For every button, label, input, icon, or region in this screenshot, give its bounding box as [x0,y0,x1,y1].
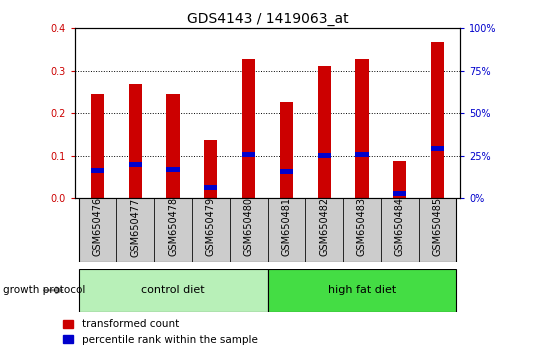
Bar [242,152,255,156]
Text: GSM650478: GSM650478 [168,197,178,257]
Bar [166,94,180,198]
Text: growth protocol: growth protocol [3,285,85,295]
Bar [355,59,369,198]
Bar [318,153,331,158]
Bar [129,162,142,167]
Bar [418,198,456,262]
Text: GSM650483: GSM650483 [357,198,367,256]
Bar [79,198,117,262]
Text: GSM650476: GSM650476 [93,197,103,257]
Bar [204,185,217,190]
Bar [129,84,142,198]
Bar [280,102,293,198]
Bar [393,161,406,198]
Bar [268,198,305,262]
Title: GDS4143 / 1419063_at: GDS4143 / 1419063_at [187,12,348,26]
Text: GSM650485: GSM650485 [432,197,442,257]
Text: control diet: control diet [141,285,205,295]
Bar [154,198,192,262]
Bar [280,169,293,175]
Bar [204,139,217,198]
Text: GSM650482: GSM650482 [319,197,329,257]
Bar [192,198,230,262]
Text: GSM650480: GSM650480 [243,198,254,256]
Bar [79,269,268,312]
Bar [268,269,456,312]
Text: high fat diet: high fat diet [328,285,396,295]
Bar [117,198,154,262]
Text: GSM650481: GSM650481 [281,198,292,256]
Bar [230,198,268,262]
Text: GSM650479: GSM650479 [206,197,216,257]
Bar [242,59,255,198]
Text: GSM650477: GSM650477 [131,197,140,257]
Legend: transformed count, percentile rank within the sample: transformed count, percentile rank withi… [59,315,262,349]
Bar [91,94,104,198]
Bar [343,198,381,262]
Bar [355,152,369,156]
Bar [431,145,444,151]
Bar [318,66,331,198]
Bar [381,198,418,262]
Text: GSM650484: GSM650484 [395,198,404,256]
Bar [431,42,444,198]
Bar [393,190,406,196]
Bar [91,168,104,173]
Bar [305,198,343,262]
Bar [166,167,180,172]
